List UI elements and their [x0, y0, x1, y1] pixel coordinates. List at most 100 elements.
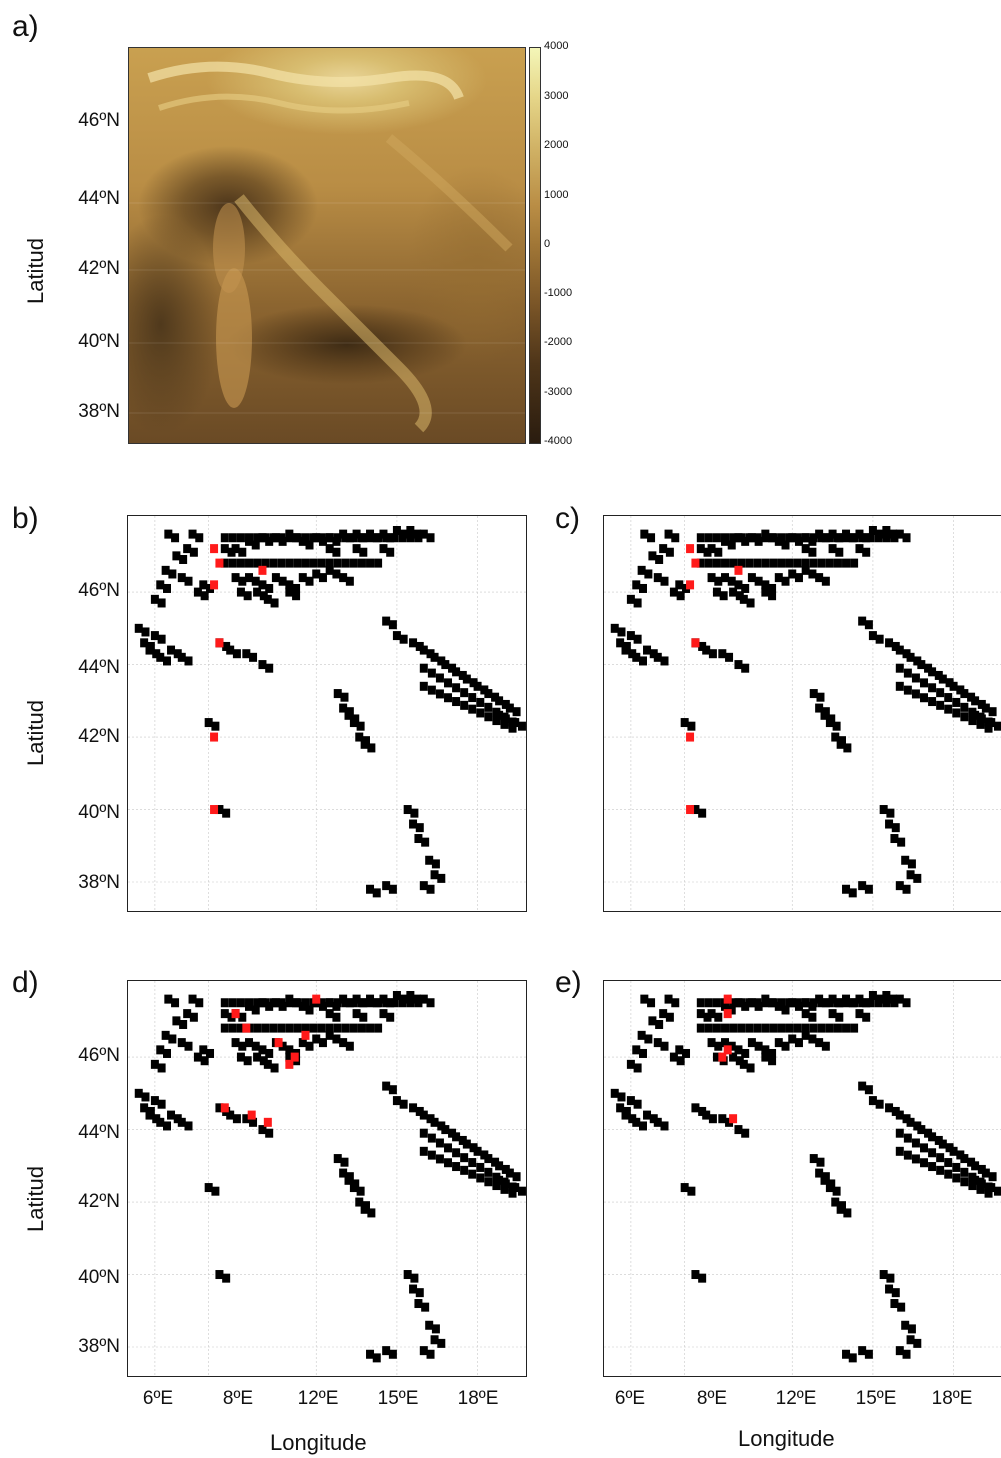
land-cell — [468, 1169, 477, 1179]
land-cell — [944, 704, 953, 714]
land-cell — [768, 1056, 777, 1066]
highlight-cell — [312, 994, 321, 1004]
land-cell — [228, 558, 237, 568]
land-cell — [425, 1320, 434, 1330]
land-cell — [430, 652, 439, 662]
land-cell — [228, 533, 237, 543]
land-cell — [298, 573, 307, 583]
land-cell — [825, 718, 834, 728]
land-cell — [825, 533, 834, 543]
land-cell — [785, 533, 794, 543]
land-cell — [162, 1121, 171, 1131]
land-cell — [821, 998, 830, 1008]
land-cell — [801, 558, 810, 568]
land-cell — [259, 1056, 268, 1066]
land-cell — [425, 855, 434, 865]
land-cell — [261, 1023, 270, 1033]
highlight-cell — [723, 1045, 732, 1055]
land-cell — [725, 1117, 734, 1127]
land-cell — [409, 1103, 418, 1113]
land-cell — [809, 533, 818, 543]
land-cell — [936, 1165, 945, 1175]
highlight-cell — [285, 1059, 294, 1069]
land-cell — [309, 558, 318, 568]
land-cell — [366, 1023, 375, 1033]
land-cell — [928, 683, 937, 693]
land-cell — [924, 663, 933, 673]
land-cell — [913, 1338, 922, 1348]
land-cell — [952, 708, 961, 718]
land-cell — [815, 573, 824, 583]
land-cell — [886, 1273, 895, 1283]
land-cell — [868, 1096, 877, 1106]
land-cell — [741, 583, 750, 593]
land-cell — [761, 1023, 770, 1033]
land-cell — [484, 1177, 493, 1187]
land-cell — [984, 723, 993, 733]
land-cell — [828, 544, 837, 554]
colorbar-tick: -2000 — [544, 336, 573, 348]
land-cell — [232, 649, 241, 659]
land-cell — [285, 587, 294, 597]
land-cell — [864, 620, 873, 630]
land-cell — [409, 1284, 418, 1294]
land-cell — [157, 634, 166, 644]
land-cell — [848, 1353, 857, 1363]
land-cell — [944, 1158, 953, 1168]
land-cell — [419, 881, 428, 891]
land-cell — [386, 533, 395, 543]
land-cell — [801, 533, 810, 543]
land-cell — [885, 638, 894, 648]
land-cell — [500, 1184, 509, 1194]
land-cell — [809, 689, 818, 699]
land-cell — [842, 998, 851, 1008]
land-cell — [967, 692, 976, 702]
land-cell — [382, 881, 391, 891]
land-cell — [231, 573, 240, 583]
land-cell — [831, 732, 840, 742]
land-cell — [868, 525, 877, 535]
land-cell — [682, 1048, 691, 1058]
land-cell — [653, 1117, 662, 1127]
land-cell — [648, 1016, 657, 1026]
land-cell — [199, 580, 208, 590]
land-cell — [626, 1059, 635, 1069]
land-cell — [431, 1324, 440, 1334]
land-cell — [157, 1063, 166, 1073]
land-cell — [392, 1096, 401, 1106]
land-cell — [903, 1150, 912, 1160]
land-cell — [680, 718, 689, 728]
land-cell — [317, 533, 326, 543]
land-cell — [739, 594, 748, 604]
land-cell — [825, 1183, 834, 1193]
land-cell — [388, 620, 397, 630]
land-cell — [696, 558, 705, 568]
colorbar-tick: 1000 — [544, 189, 569, 201]
land-cell — [801, 1030, 810, 1040]
land-cell — [258, 1125, 267, 1135]
land-cell — [769, 998, 778, 1008]
land-cell — [265, 536, 274, 546]
land-cell — [500, 719, 509, 729]
land-cell — [638, 1121, 647, 1131]
land-cell — [258, 580, 267, 590]
land-cell — [419, 529, 428, 539]
land-cell — [491, 692, 500, 702]
land-cell — [150, 1096, 159, 1106]
land-cell — [150, 631, 159, 641]
land-cell — [891, 641, 900, 651]
land-cell — [687, 1186, 696, 1196]
land-cell — [816, 1157, 825, 1167]
highlight-cell — [258, 565, 267, 575]
land-cell — [410, 1273, 419, 1283]
land-cell — [312, 1034, 321, 1044]
land-cell — [345, 533, 354, 543]
land-cell — [360, 739, 369, 749]
land-cell — [220, 558, 229, 568]
land-cell — [512, 707, 521, 717]
land-cell — [458, 670, 467, 680]
highlight-cell — [263, 1117, 272, 1127]
land-cell — [366, 884, 375, 894]
land-cell — [712, 587, 721, 597]
land-cell — [842, 558, 851, 568]
